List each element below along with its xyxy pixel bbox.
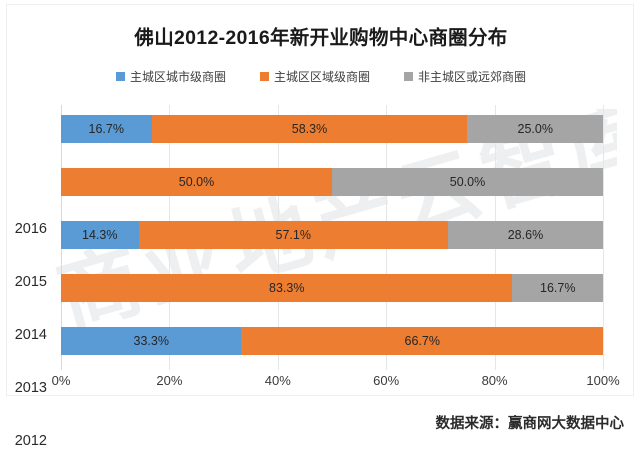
bar-data-label: 57.1%: [275, 228, 311, 242]
bar-data-label: 50.0%: [178, 175, 215, 189]
bar-data-label: 14.3%: [82, 228, 118, 242]
bar-rows: 16.7% 58.3% 25.0% 50.0% 50.0% 14.3% 57.1% 28.6%…: [61, 105, 603, 370]
legend-swatch-icon: [259, 72, 269, 81]
chart-title: 佛山2012-2016年新开业购物中心商圈分布: [134, 27, 508, 49]
chart-legend: 主城区城市级商圈 主城区区域级商圈 非主城区或远郊商圈: [7, 68, 635, 85]
y-axis-tick-label: 2012: [14, 433, 47, 449]
bar-segment[interactable]: 58.3%: [151, 115, 468, 143]
bar-row[interactable]: 14.3% 57.1% 28.6%: [61, 221, 603, 249]
bar-data-label: 28.6%: [507, 228, 544, 242]
plot-area: 16.7% 58.3% 25.0% 50.0% 50.0% 14.3% 57.1% 28.6%…: [61, 105, 604, 370]
bar-data-label: 58.3%: [291, 122, 328, 136]
y-axis-labels: 2016 2015 2014 2013 2012: [7, 105, 55, 449]
x-axis-labels: 0% 20% 40% 60% 80% 100%: [52, 373, 620, 395]
legend-label: 主城区区域级商圈: [273, 70, 370, 84]
bar-data-label: 83.3%: [269, 281, 305, 295]
bar-data-label: 16.7%: [88, 122, 124, 136]
bar-segment[interactable]: 25.0%: [467, 115, 603, 143]
bar-data-label: 33.3%: [133, 334, 169, 348]
legend-label: 主城区城市级商圈: [129, 70, 226, 84]
bar-segment[interactable]: 50.0%: [332, 168, 603, 196]
legend-item[interactable]: 主城区区域级商圈: [259, 68, 370, 85]
bar-segment[interactable]: 50.0%: [61, 168, 332, 196]
x-axis-tick-label: 0%: [51, 373, 71, 388]
legend-item[interactable]: 非主城区或远郊商圈: [404, 68, 526, 85]
x-axis-tick-label: 100%: [586, 373, 620, 388]
y-axis-tick-label: 2014: [14, 327, 47, 343]
bar-segment[interactable]: 14.3%: [61, 221, 139, 249]
y-axis-tick-label: 2015: [14, 274, 47, 290]
x-axis-tick-label: 60%: [373, 373, 400, 388]
x-axis-tick-label: 80%: [481, 373, 508, 388]
legend-label: 非主城区或远郊商圈: [418, 70, 527, 84]
bar-segment[interactable]: 28.6%: [447, 221, 603, 249]
legend-item[interactable]: 主城区城市级商圈: [115, 68, 226, 85]
legend-swatch-icon: [115, 72, 125, 81]
bar-data-label: 66.7%: [404, 334, 440, 348]
bar-segment[interactable]: 57.1%: [138, 221, 448, 249]
chart-figure: 佛山2012-2016年新开业购物中心商圈分布 主城区城市级商圈 主城区区域级商圈…: [6, 4, 635, 449]
bar-row[interactable]: 33.3% 66.7%: [61, 327, 603, 355]
bar-row[interactable]: 83.3% 16.7%: [61, 274, 603, 302]
legend-swatch-icon: [404, 72, 413, 81]
bar-segment[interactable]: 16.7%: [61, 115, 152, 143]
bar-row[interactable]: 16.7% 58.3% 25.0%: [61, 115, 603, 143]
x-axis-tick-label: 20%: [156, 373, 183, 388]
bar-segment[interactable]: 16.7%: [512, 274, 603, 302]
chart-frame: 佛山2012-2016年新开业购物中心商圈分布 主城区城市级商圈 主城区区域级商圈…: [6, 4, 635, 449]
gridline: [603, 105, 604, 370]
bar-segment[interactable]: 66.7%: [241, 327, 603, 355]
y-axis-tick-label: 2013: [14, 380, 47, 396]
bar-segment[interactable]: 83.3%: [61, 274, 513, 302]
y-axis-tick-label: 2016: [14, 221, 47, 237]
bar-row[interactable]: 50.0% 50.0%: [61, 168, 603, 196]
source-note: 数据来源：赢商网大数据中心: [435, 416, 625, 432]
bar-data-label: 50.0%: [449, 175, 486, 189]
bar-segment[interactable]: 33.3%: [61, 327, 242, 355]
x-axis-tick-label: 40%: [264, 373, 291, 388]
bar-data-label: 25.0%: [517, 122, 553, 136]
bar-data-label: 16.7%: [540, 281, 576, 295]
